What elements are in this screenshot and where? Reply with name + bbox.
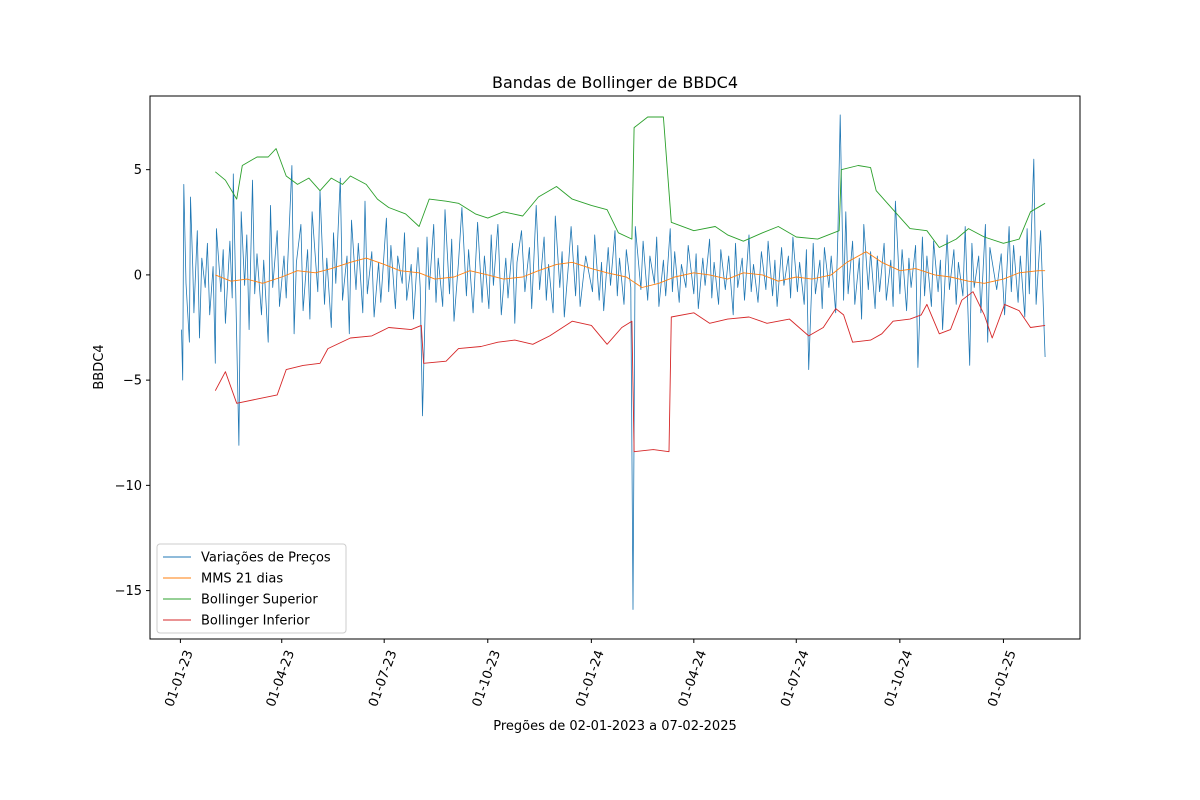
y-tick-label: −5 [123, 374, 142, 389]
y-axis: −15 −10 −5 0 5 [115, 163, 150, 599]
legend: Variações de Preços MMS 21 dias Bollinger … [156, 543, 347, 634]
chart-title: Bandas de Bollinger de BBDC4 [492, 73, 738, 92]
series-layer [181, 114, 1046, 610]
series-line-1 [215, 251, 1046, 288]
legend-label-0: Variações de Preços [201, 551, 331, 566]
y-axis-label: BBDC4 [92, 344, 107, 389]
legend-frame [156, 543, 347, 634]
y-tick-label: 0 [134, 268, 142, 283]
series-line-0 [181, 114, 1046, 610]
legend-label-2: Bollinger Superior [201, 593, 318, 608]
legend-label-3: Bollinger Inferior [201, 614, 310, 629]
series-line-2 [215, 116, 1046, 248]
y-tick-label: −10 [115, 479, 142, 494]
plot-frame [149, 95, 1081, 640]
legend-label-1: MMS 21 dias [201, 572, 283, 587]
x-axis-label: Pregões de 02-01-2023 a 07-02-2025 [493, 719, 737, 734]
series-line-3 [214, 291, 1046, 453]
y-tick-label: 5 [134, 163, 142, 178]
y-tick-label: −15 [115, 584, 142, 599]
